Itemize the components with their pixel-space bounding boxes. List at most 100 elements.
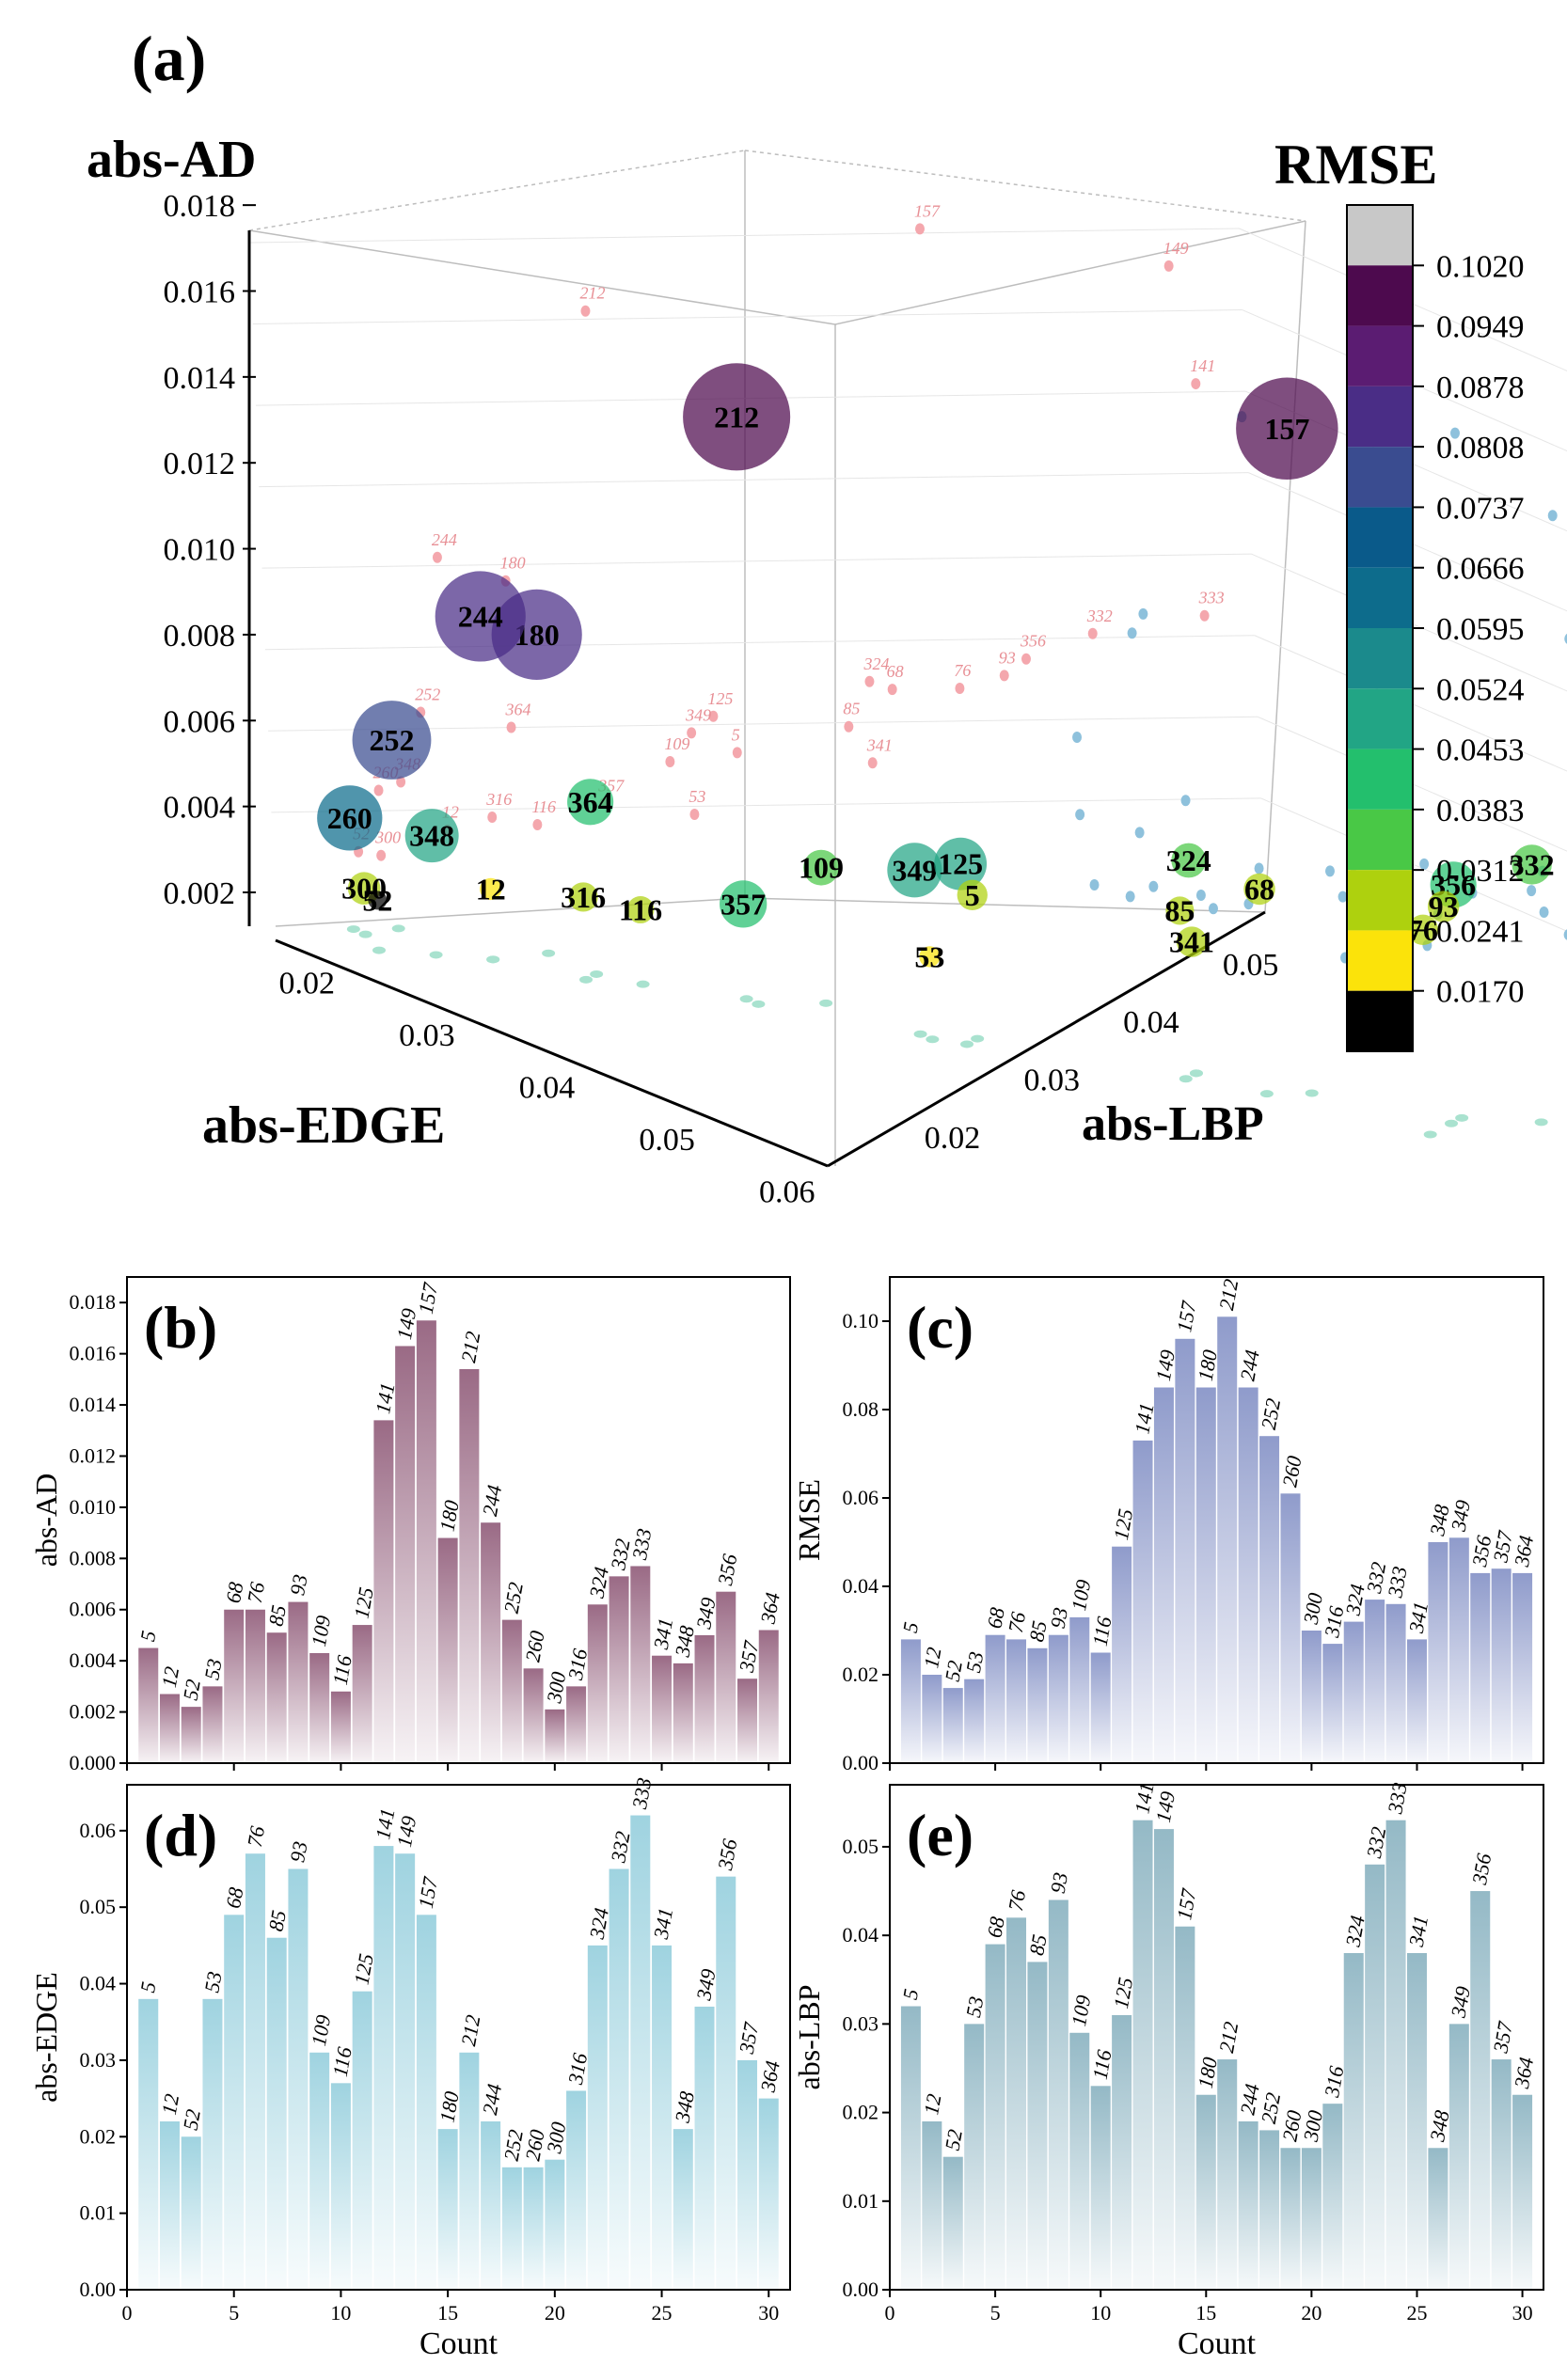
bar-12 [159,2121,180,2290]
bar-324 [587,1945,608,2290]
bar-125 [352,1625,372,1763]
bar-label: 341 [649,1906,678,1942]
bar-label: 5 [898,1987,924,2001]
proj-dot-back [1195,889,1206,901]
y-tick-label: 0.02 [843,2101,879,2124]
proj-dot-floor [590,969,604,978]
colorbar-segment [1347,265,1413,326]
proj-dot-floor [636,980,650,988]
bar-252 [1259,2130,1280,2290]
y-tick-label: 0.06 [843,1486,879,1509]
bar-label: 180 [435,2089,463,2124]
bubble-circle [1165,896,1195,925]
bar-333 [1385,1820,1406,2290]
bar-label: 333 [627,1776,657,1812]
bar-333 [630,1815,651,2290]
bubble-260: 260 [317,785,383,851]
bar-label: 12 [157,1664,183,1689]
bar-label: 93 [1046,1870,1072,1895]
bar-356 [1470,1572,1491,1763]
bar-label: 52 [179,1678,205,1702]
x-tick-label: 5 [229,2301,239,2325]
x-tick-label: 0.04 [519,1071,576,1106]
x-tick-label: 5 [990,2301,1001,2325]
bar-label: 333 [627,1527,657,1563]
proj-dot-left [432,551,442,563]
bar-label: 316 [563,2051,593,2087]
proj-dot-left [732,747,742,759]
proj-dot-left [1191,378,1201,390]
bubble-157: 157 [1236,377,1338,481]
proj-dot-floor [391,924,405,933]
proj-dot-floor [1455,1113,1469,1122]
bubble-circle [720,880,768,928]
proj-dot-back [1148,880,1159,892]
bar-212 [1217,2059,1238,2290]
bar-348 [673,1663,693,1763]
bar-357 [737,1679,758,1763]
bar-5 [900,1639,921,1763]
bar-label: 348 [1425,1503,1454,1538]
proj-dot-back [1337,891,1348,903]
proj-dot-left [487,812,498,824]
bubble-label: 52 [362,883,392,917]
bar-label: 324 [1340,1583,1369,1618]
proj-dot-label: 349 [685,705,711,724]
y-tick-label: 0.014 [70,1393,117,1416]
bubble-label: 125 [938,847,983,881]
bar-label: 364 [1510,2056,1539,2091]
y-tick-label: 0.002 [70,1700,117,1724]
bar-label: 364 [755,2059,784,2095]
proj-dot-floor [971,1034,985,1043]
bar-label: 52 [941,2128,967,2152]
proj-dot-floor [1445,1119,1459,1127]
y-tick-label: 0.04 [843,1574,879,1598]
bubble-circle [1171,843,1207,878]
bar-label: 85 [263,1909,290,1933]
bubble-label: 348 [409,819,454,853]
bar-label: 316 [1320,2064,1349,2100]
x-tick-label: 30 [758,2301,779,2325]
y-tick-label: 0.008 [70,1546,117,1569]
y-axis-title: RMSE [792,1479,826,1561]
z-axis-title: abs-AD [87,131,256,189]
bubble-label: 53 [914,939,944,973]
bar-332 [1365,1864,1385,2290]
plot-frame [126,1784,791,2291]
bar-300 [545,2159,565,2290]
bubble-label: 349 [892,853,937,887]
bar-label: 109 [307,2013,335,2048]
bar-333 [1385,1603,1406,1763]
proj-dot-left [689,808,700,820]
bar-109 [1069,1616,1090,1763]
x-tick-label: 0 [885,2301,895,2325]
x-tick-label: 25 [652,2301,673,2325]
bubble-349: 349 [887,843,942,898]
bar-label: 364 [755,1591,784,1627]
y-tick-label: 0.05 [1223,948,1279,983]
z-tick-label: 0.014 [164,361,236,396]
bar-label: 324 [1340,1914,1369,1949]
bar-label: 300 [1299,1591,1328,1627]
bar-label: 332 [1362,1560,1391,1596]
x-tick-label: 25 [1406,2301,1427,2325]
proj-dot-label: 149 [1163,239,1189,258]
colorbar-segment [1347,870,1413,931]
bar-label: 316 [563,1647,593,1682]
proj-dot-floor [346,925,360,934]
bar-label: 125 [1109,1976,1137,2010]
bar-53 [964,2024,985,2290]
colorbar-tick-label: 0.0312 [1436,854,1525,889]
bar-label: 180 [1194,2056,1222,2090]
proj-dot-left [999,670,1009,682]
proj-dot-label: 252 [415,686,440,704]
colorbar-tick-label: 0.0666 [1436,552,1525,587]
bubble-circle [803,849,839,886]
bar-label: 141 [371,1380,399,1415]
bubble-circle [1427,891,1460,922]
bubble-circle [435,571,526,662]
bubble-109: 109 [799,849,844,886]
bar-116 [1090,2086,1111,2290]
colorbar-tick-label: 0.0595 [1436,612,1525,647]
proj-dot-back [1324,865,1335,877]
